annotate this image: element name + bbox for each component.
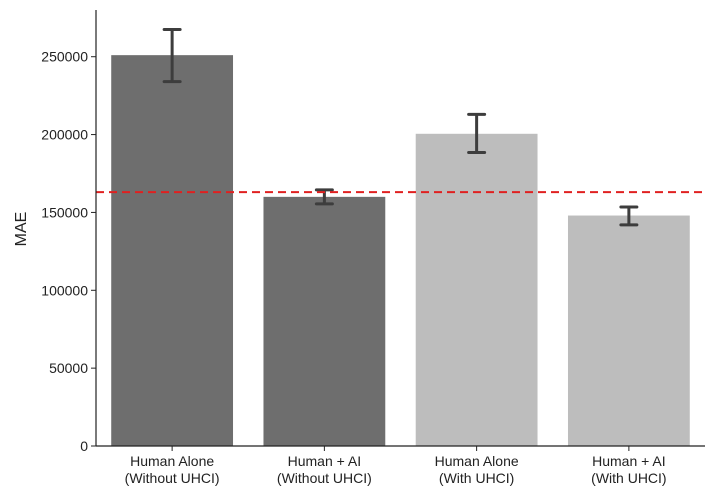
x-tick-label-3-line-2: (With UHCI) — [439, 470, 514, 486]
y-tick-label-1: 0 — [80, 438, 88, 454]
x-tick-label-4-line-1: Human + AI — [592, 453, 666, 469]
y-tick-label-4: 150000 — [41, 204, 88, 220]
y-tick-label-2: 50000 — [49, 360, 88, 376]
x-tick-label-2-line-1: Human + AI — [288, 453, 362, 469]
x-tick-label-1-line-1: Human Alone — [130, 453, 214, 469]
x-tick-label-2-line-2: (Without UHCI) — [277, 470, 372, 486]
x-tick-label-4-line-2: (With UHCI) — [591, 470, 666, 486]
y-tick-label-6: 250000 — [41, 49, 88, 65]
bar-4 — [567, 215, 690, 446]
x-tick-label-1-line-2: (Without UHCI) — [125, 470, 220, 486]
y-tick-label-5: 200000 — [41, 127, 88, 143]
y-tick-label-3: 100000 — [41, 282, 88, 298]
bar-3 — [415, 133, 538, 447]
y-axis-title: MAE — [13, 212, 30, 247]
bar-1 — [111, 55, 234, 447]
x-tick-label-3-line-1: Human Alone — [435, 453, 519, 469]
plot-area: Human Alone(Without UHCI)Human + AI(With… — [41, 10, 705, 486]
bar-2 — [263, 196, 386, 446]
